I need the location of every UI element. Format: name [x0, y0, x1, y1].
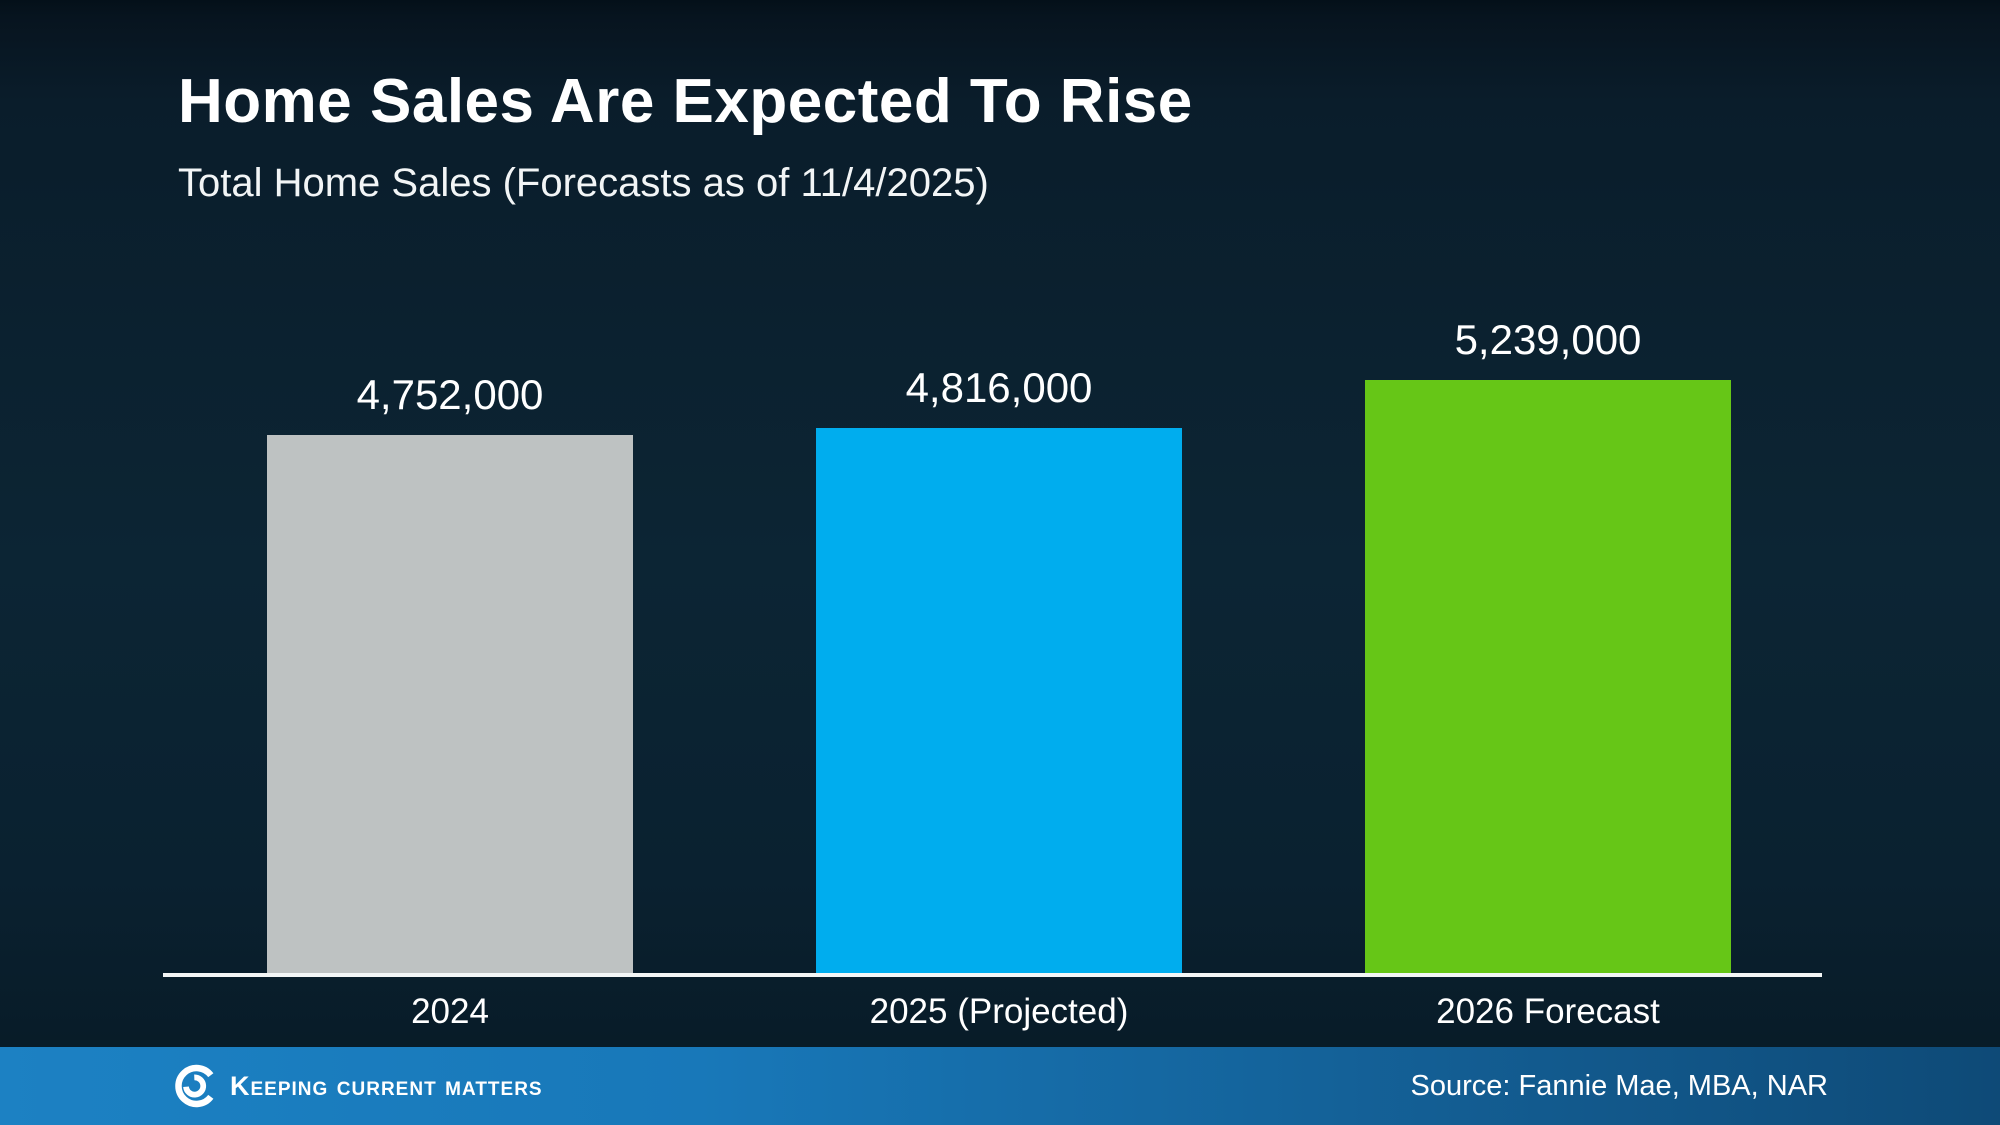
source-text: Source: Fannie Mae, MBA, NAR: [1410, 1069, 1828, 1102]
footer-bar: Keeping Current Matters Source: Fannie M…: [0, 1047, 2000, 1125]
bar-2024: [267, 435, 633, 975]
bar-group-2026-forecast: 5,239,000: [1365, 316, 1731, 975]
x-axis-label-2025-projected: 2025 (Projected): [869, 992, 1129, 1031]
brand: Keeping Current Matters: [172, 1063, 543, 1109]
page-subtitle: Total Home Sales (Forecasts as of 11/4/2…: [178, 161, 989, 206]
bar-2026-forecast: [1365, 380, 1731, 975]
bar-group-2024: 4,752,000: [267, 371, 633, 975]
x-axis-label-2024: 2024: [411, 992, 489, 1031]
kcm-logo-icon: [175, 1064, 214, 1108]
bar-value-label: 4,816,000: [905, 364, 1093, 411]
bar-2025-projected: [816, 428, 1182, 975]
header: Home Sales Are Expected To Rise Total Ho…: [178, 66, 1193, 206]
page-title: Home Sales Are Expected To Rise: [178, 67, 1193, 136]
bar-group-2025-projected: 4,816,000: [816, 364, 1182, 975]
bar-value-label: 5,239,000: [1454, 316, 1642, 363]
x-axis-label-2026-forecast: 2026 Forecast: [1436, 992, 1660, 1031]
x-axis-line: [163, 973, 1822, 977]
bar-value-label: 4,752,000: [356, 371, 544, 418]
brand-name: Keeping Current Matters: [230, 1070, 543, 1101]
